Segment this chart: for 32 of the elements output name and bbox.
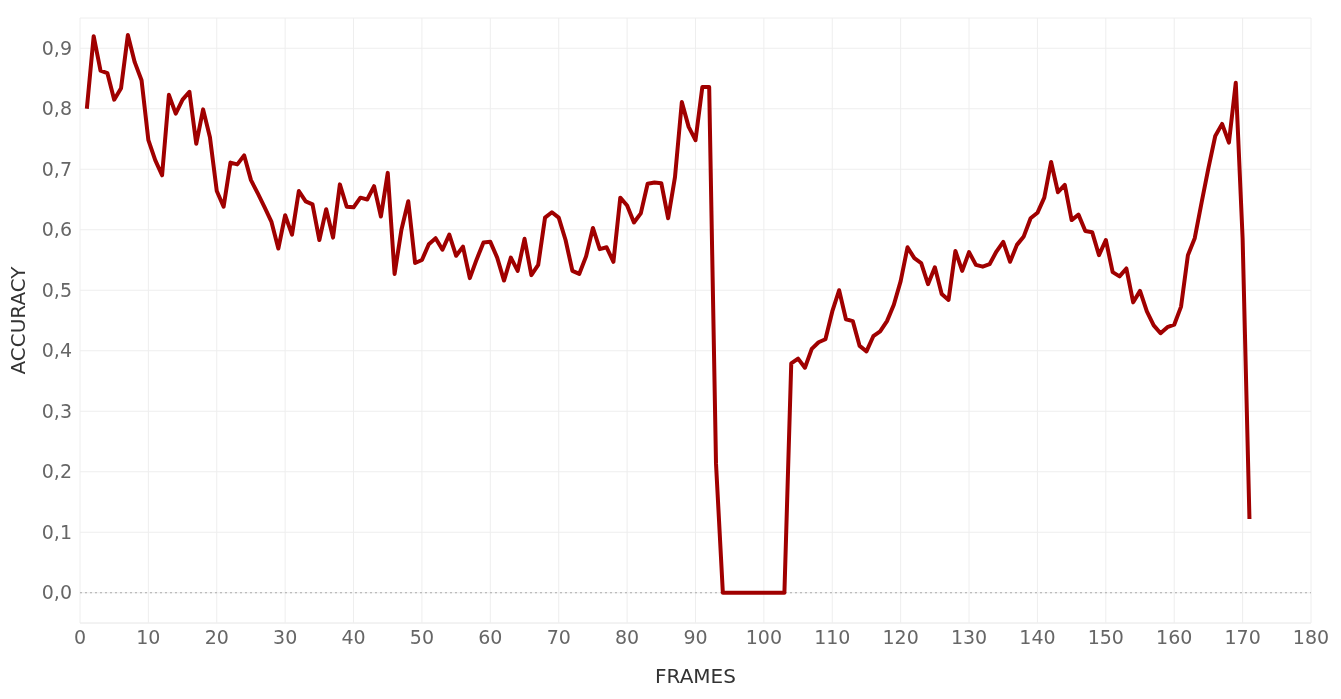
y-tick-label: 0,4 [41,339,72,362]
x-tick-label: 110 [814,626,851,649]
x-axis-title: FRAMES [655,664,736,688]
y-tick-label: 0,1 [41,520,72,543]
y-tick-label: 0,8 [41,97,72,120]
y-axis-title: ACCURACY [6,265,31,375]
x-tick-label: 80 [615,626,640,649]
x-tick-label: 100 [745,626,783,649]
x-tick-label: 90 [683,626,708,649]
y-tick-label: 0,5 [41,278,72,301]
x-tick-label: 70 [546,626,571,649]
x-tick-label: 120 [882,626,919,649]
y-tick-label: 0,3 [41,399,72,422]
x-tick-label: 180 [1292,626,1330,649]
x-tick-label: 20 [204,626,229,649]
y-tick-label: 0,2 [41,460,72,483]
x-tick-label: 40 [341,626,366,649]
x-tick-label: 140 [1019,626,1056,649]
x-tick-label: 150 [1087,626,1124,649]
x-tick-label: 30 [273,626,298,649]
line-series [84,32,1252,595]
y-tick-label: 0,9 [41,36,72,59]
x-tick-label: 130 [950,626,988,649]
x-tick-label: 170 [1224,626,1261,649]
y-tick-label: 0,0 [41,581,72,604]
x-tick-label: 10 [136,626,161,649]
x-tick-label: 160 [1156,626,1193,649]
x-tick-label: 50 [409,626,435,649]
x-tick-label: 0 [73,626,87,649]
y-tick-label: 0,7 [41,157,72,180]
y-tick-label: 0,6 [41,218,72,241]
x-tick-label: 60 [478,626,503,649]
